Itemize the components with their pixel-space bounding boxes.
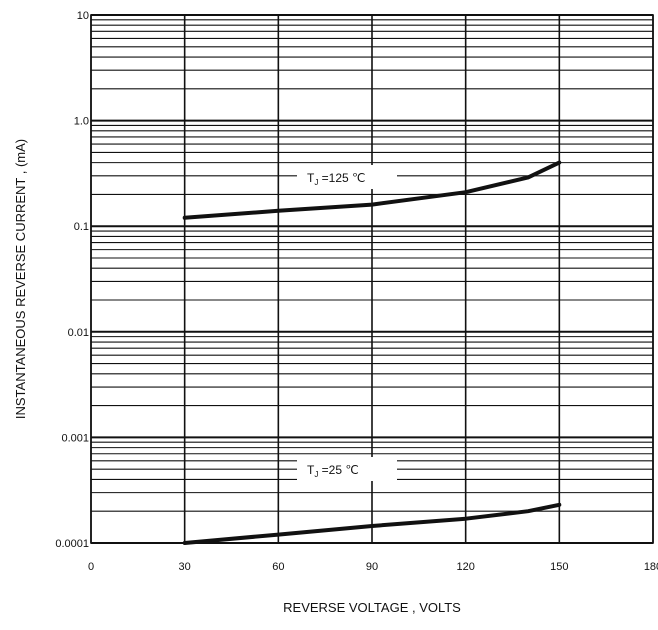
plot-frame xyxy=(90,14,654,544)
series-label: TJ =125 ℃ xyxy=(307,171,366,187)
x-tick-label: 30 xyxy=(179,561,191,573)
y-tick-label: 0.001 xyxy=(61,432,89,444)
series-label: TJ =25 ℃ xyxy=(307,463,359,479)
x-axis-label: REVERSE VOLTAGE , VOLTS xyxy=(283,600,461,615)
y-tick-label: 1.0 xyxy=(74,116,89,128)
y-tick-label: 10 xyxy=(77,10,89,22)
x-tick-label: 0 xyxy=(88,561,94,573)
series-line xyxy=(182,502,562,545)
series-label-bg xyxy=(297,165,397,189)
x-tick-label: 120 xyxy=(456,561,474,573)
x-tick-label: 60 xyxy=(272,561,284,573)
x-tick-label: 150 xyxy=(550,561,568,573)
x-tick-label: 180 xyxy=(644,561,658,573)
y-tick-label: 0.01 xyxy=(68,327,89,339)
series-label-bg xyxy=(297,457,397,481)
y-axis-label: INSTANTANEOUS REVERSE CURRENT , (mA) xyxy=(13,139,28,419)
x-tick-label: 90 xyxy=(366,561,378,573)
y-tick-label: 0.0001 xyxy=(55,538,89,550)
y-tick-label: 0.1 xyxy=(74,221,89,233)
series-line xyxy=(182,160,562,220)
